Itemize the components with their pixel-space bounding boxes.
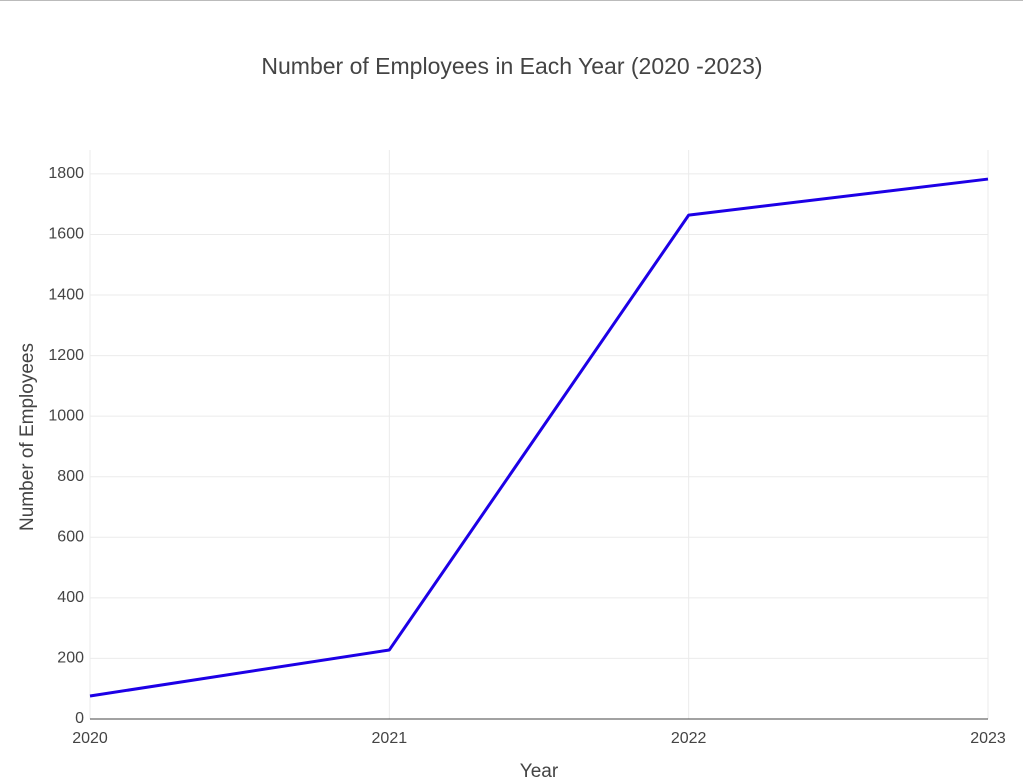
y-tick-label: 400 [57, 589, 84, 606]
x-tick-label: 2020 [72, 730, 108, 747]
y-tick-label: 600 [57, 529, 84, 546]
y-tick-label: 1800 [48, 165, 84, 182]
y-tick-label: 0 [75, 710, 84, 727]
x-axis-title: Year [520, 761, 559, 782]
x-tick-label: 2022 [671, 730, 707, 747]
y-tick-label: 1000 [48, 407, 84, 424]
chart-title: Number of Employees in Each Year (2020 -… [261, 53, 762, 79]
data-line [89, 177, 989, 698]
y-tick-label: 200 [57, 650, 84, 667]
y-axis-title: Number of Employees [17, 343, 38, 531]
y-tick-label: 1200 [48, 347, 84, 364]
y-tick-label: 800 [57, 468, 84, 485]
y-tick-label: 1400 [48, 286, 84, 303]
x-tick-label: 2023 [970, 730, 1006, 747]
x-tick-label: 2021 [372, 730, 408, 747]
y-tick-label: 1600 [48, 226, 84, 243]
